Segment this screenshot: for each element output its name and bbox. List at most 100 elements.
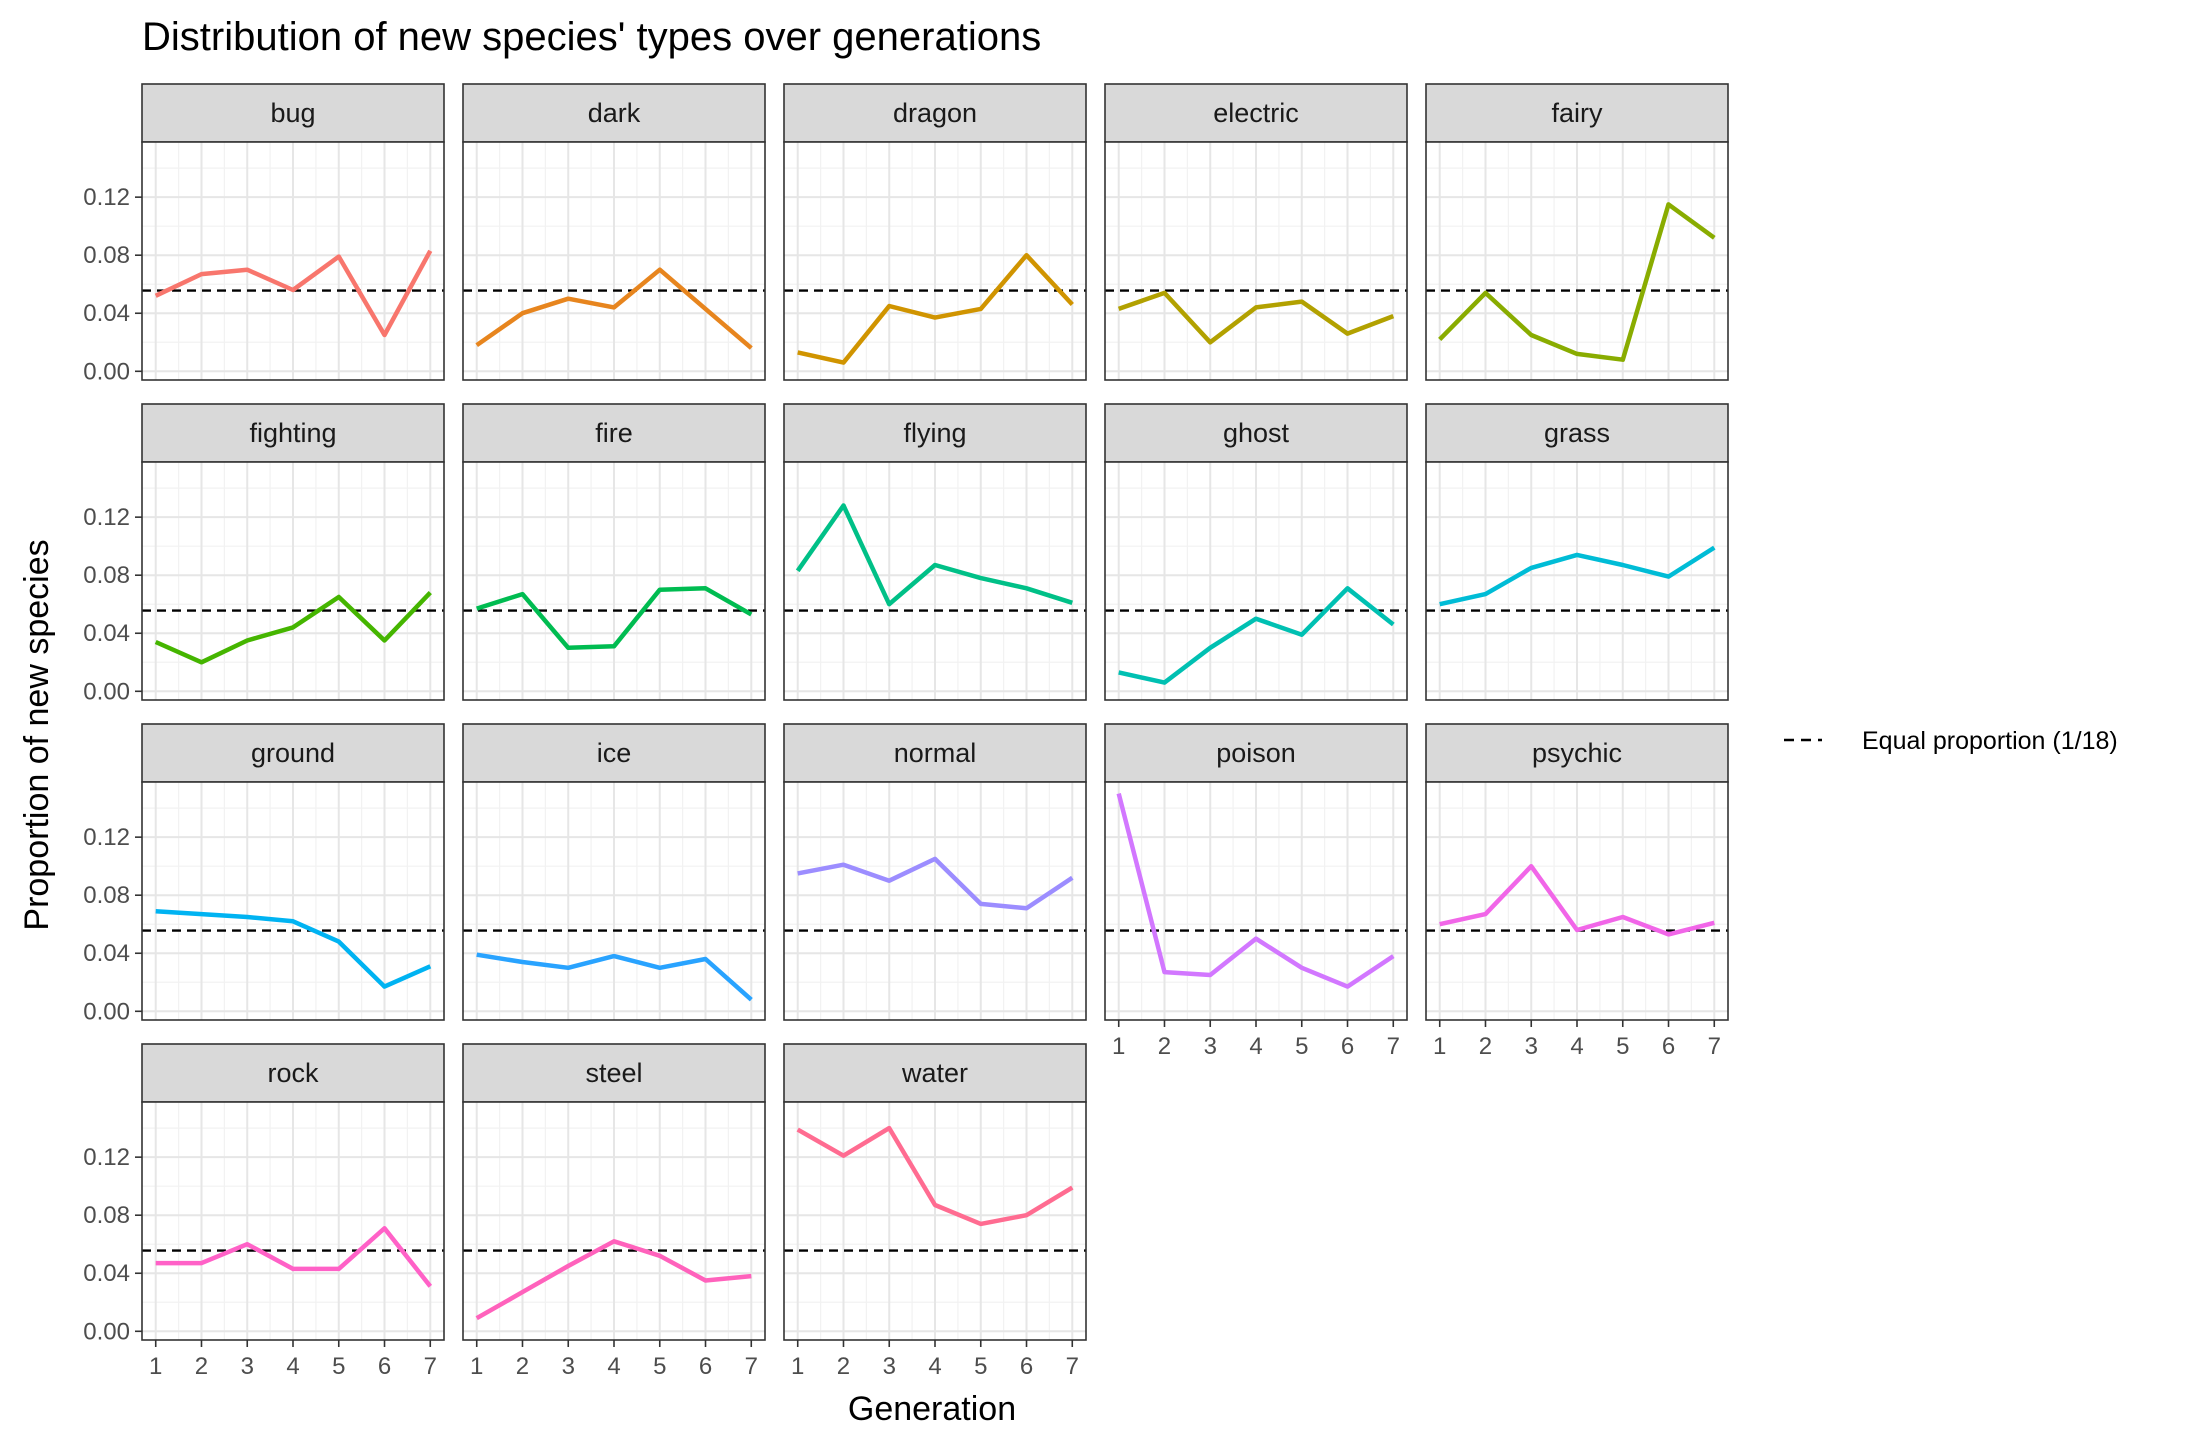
x-tick-label: 4 [928,1353,941,1380]
panel-grid [463,462,765,700]
strip-fire [462,403,766,463]
x-tick-label: 5 [332,1353,345,1380]
strip-fairy [1425,83,1729,143]
series-line-flying [795,503,1073,607]
series-line-fairy [1438,202,1716,362]
series-line-psychic [1439,863,1715,937]
x-tick-label: 4 [1249,1033,1262,1060]
strip-ground [141,723,445,783]
panel-grid [142,782,444,1020]
panel-grid [1105,782,1407,1020]
x-tick-label: 4 [1570,1033,1583,1060]
facet-panel-fairy: fairy [1425,83,1729,381]
panel-border [1104,461,1408,701]
x-tick-label: 7 [1066,1353,1079,1380]
series-line-ice [476,952,753,1002]
panel-border [462,141,766,381]
y-tick-label: 0.04 [83,620,130,647]
x-tick-label: 5 [1295,1033,1308,1060]
x-tick-label: 7 [1387,1033,1400,1060]
facet-panel-ghost: ghost [1104,403,1408,701]
y-tick-label: 0.00 [83,358,130,385]
panel-border [141,781,445,1021]
strip-flying [783,403,1087,463]
facet-panel-ground: ground 0.00 0.04 0.08 0.12 [83,723,445,1025]
y-tick-label: 0.12 [83,1144,130,1171]
x-tick-label: 6 [1341,1033,1354,1060]
strip-label-steel: steel [585,1058,642,1088]
x-tick-label: 3 [1204,1033,1217,1060]
x-tick-label: 6 [699,1353,712,1380]
strip-label-flying: flying [903,418,966,448]
panel-grid [463,142,765,380]
strip-label-poison: poison [1216,738,1296,768]
facet-panel-dark: dark [462,83,766,381]
strip-label-dragon: dragon [893,98,977,128]
series-line-bug [154,249,433,338]
panel-grid [142,1102,444,1340]
y-tick-label: 0.08 [83,1202,130,1229]
strip-label-bug: bug [270,98,315,128]
panel-border [1104,141,1408,381]
x-tick-label: 1 [1433,1033,1446,1060]
x-tick-label: 7 [424,1353,437,1380]
facet-panel-rock: rock 0.00 0.04 0.08 0.12 1 2 3 4 5 6 7 [83,1043,445,1380]
x-tick-label: 1 [470,1353,483,1380]
strip-fighting [141,403,445,463]
panel-border [462,461,766,701]
series-line-water [796,1125,1074,1227]
series-line-rock [155,1226,433,1288]
x-tick-label: 6 [378,1353,391,1380]
x-tick-label: 2 [195,1353,208,1380]
strip-normal [783,723,1087,783]
series-line-fire [476,586,753,651]
series-line-grass [1439,545,1716,607]
x-tick-label: 2 [516,1353,529,1380]
facet-panel-grass: grass [1425,403,1729,701]
panel-border [141,141,445,381]
chart-title: Distribution of new species' types over … [142,15,1041,59]
y-axis-title: Proportion of new species [18,539,56,930]
facet-panel-fighting: fighting 0.00 0.04 0.08 0.12 [83,403,445,705]
strip-label-psychic: psychic [1532,738,1622,768]
strip-label-ground: ground [251,738,335,768]
x-tick-label: 3 [1525,1033,1538,1060]
facet-panel-bug: bug 0.00 0.04 0.08 0.12 [83,83,445,385]
strip-psychic [1425,723,1729,783]
y-tick-label: 0.00 [83,1318,130,1345]
x-tick-label: 4 [286,1353,299,1380]
panel-border [783,781,1087,1021]
strip-dark [462,83,766,143]
y-tick-label: 0.00 [83,998,130,1025]
facet-panel-flying: flying [783,403,1087,701]
x-tick-label: 6 [1662,1033,1675,1060]
y-tick-label: 0.04 [83,300,130,327]
series-line-steel [475,1239,752,1321]
x-tick-label: 2 [1479,1033,1492,1060]
strip-label-fire: fire [595,418,633,448]
facet-panel-electric: electric [1104,83,1408,381]
strip-label-normal: normal [894,738,977,768]
legend-label: Equal proportion (1/18) [1862,727,2118,755]
panel-border [1425,461,1729,701]
strip-water [783,1043,1087,1103]
x-tick-label: 1 [791,1353,804,1380]
facet-panel-steel: steel 1 2 3 4 5 6 7 [462,1043,766,1380]
strip-label-fairy: fairy [1551,98,1603,128]
strip-label-fighting: fighting [249,418,336,448]
x-axis-title: Generation [848,1390,1016,1428]
strip-label-dark: dark [588,98,641,128]
strip-ghost [1104,403,1408,463]
panel-border [1425,141,1729,381]
panel-grid [1426,462,1728,700]
y-tick-label: 0.00 [83,678,130,705]
series-line-normal [797,856,1074,911]
facet-panel-normal: normal [783,723,1087,1021]
strip-grass [1425,403,1729,463]
facet-panel-fire: fire [462,403,766,701]
strip-poison [1104,723,1408,783]
strip-ice [462,723,766,783]
x-tick-label: 1 [149,1353,162,1380]
panel-grid [784,462,1086,700]
x-tick-label: 7 [745,1353,758,1380]
